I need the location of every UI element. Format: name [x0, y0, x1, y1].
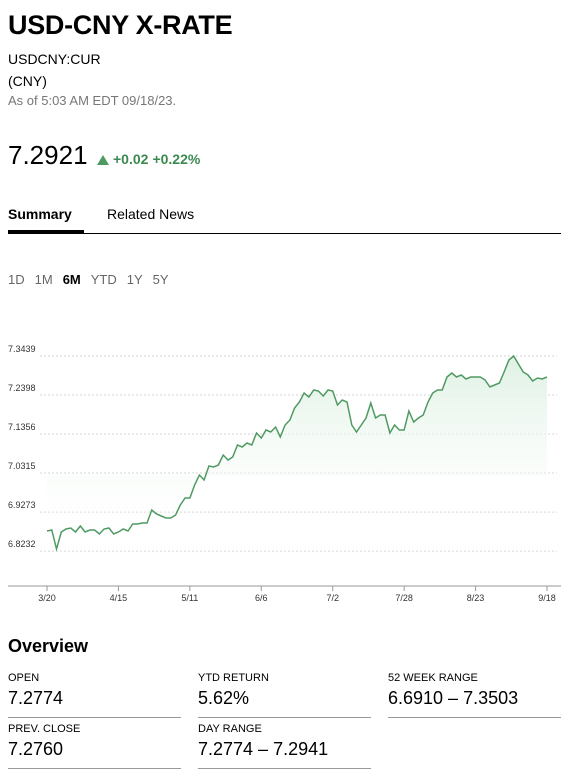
y-tick-label: 7.3439: [8, 344, 36, 354]
ticker: USDCNY:CUR: [8, 51, 101, 67]
field-label: PREV. CLOSE: [8, 723, 81, 735]
overview-field: 52 WEEK RANGE 6.6910 – 7.3503: [388, 672, 561, 718]
up-arrow: [97, 155, 109, 165]
x-tick-label: 9/18: [538, 593, 556, 603]
field-label: OPEN: [8, 672, 40, 684]
range-selector: 1D 1M 6M YTD 1Y 5Y: [8, 272, 179, 287]
y-tick-label: 7.1356: [8, 422, 36, 432]
x-tick-label: 4/15: [110, 593, 128, 603]
range-button[interactable]: 6M: [62, 272, 81, 287]
y-tick-label: 6.8232: [8, 539, 36, 549]
currency: (CNY): [8, 73, 47, 89]
range-button[interactable]: 1D: [8, 272, 25, 287]
tab[interactable]: Related News: [107, 206, 195, 222]
overview-field: DAY RANGE 7.2774 – 7.2941: [198, 723, 371, 769]
y-tick-label: 7.0315: [8, 461, 36, 471]
change: +0.02 +0.22%: [97, 151, 200, 167]
overview-field: YTD RETURN 5.62%: [198, 672, 371, 718]
price-line: [46, 354, 548, 552]
x-tick-label: 3/20: [38, 593, 56, 603]
timestamp: As of 5:03 AM EDT 09/18/23.: [8, 93, 177, 108]
title: USD-CNY X-RATE: [8, 10, 233, 40]
field-label: DAY RANGE: [198, 723, 262, 735]
y-tick-label: 7.2398: [8, 383, 36, 393]
field-value: 7.2774 – 7.2941: [198, 739, 329, 759]
overview-title: Overview: [8, 636, 89, 656]
x-tick-label: 7/2: [326, 593, 339, 603]
field-value: 7.2760: [8, 739, 64, 759]
field-value: 5.62%: [198, 688, 250, 708]
price: 7.2921: [8, 140, 88, 170]
area: [47, 356, 547, 549]
overview-field: OPEN 7.2774: [8, 672, 181, 718]
field-value: 6.6910 – 7.3503: [388, 688, 519, 708]
change-percent: +0.22%: [152, 151, 201, 167]
overview-field: PREV. CLOSE 7.2760: [8, 723, 181, 769]
y-tick-label: 6.9273: [8, 500, 36, 510]
field-label: 52 WEEK RANGE: [388, 672, 478, 684]
tabs: Summary Related News: [8, 206, 561, 234]
range-button[interactable]: 1Y: [126, 272, 143, 287]
field-value: 7.2774: [8, 688, 64, 708]
field-label: YTD RETURN: [198, 672, 269, 684]
chart: 6.8232 6.9273 7.0315 7.1356 7.2398 7.3439 3/20…: [8, 344, 561, 603]
range-button[interactable]: YTD: [90, 272, 117, 287]
change-value: +0.02: [113, 151, 149, 167]
x-tick-label: 6/6: [255, 593, 268, 603]
x-tick-label: 5/11: [181, 593, 198, 603]
range-button[interactable]: 1M: [34, 272, 53, 287]
tab[interactable]: Summary: [8, 206, 84, 233]
x-tick-label: 7/28: [395, 593, 413, 603]
x-tick-label: 8/23: [467, 593, 485, 603]
range-button[interactable]: 5Y: [152, 272, 169, 287]
